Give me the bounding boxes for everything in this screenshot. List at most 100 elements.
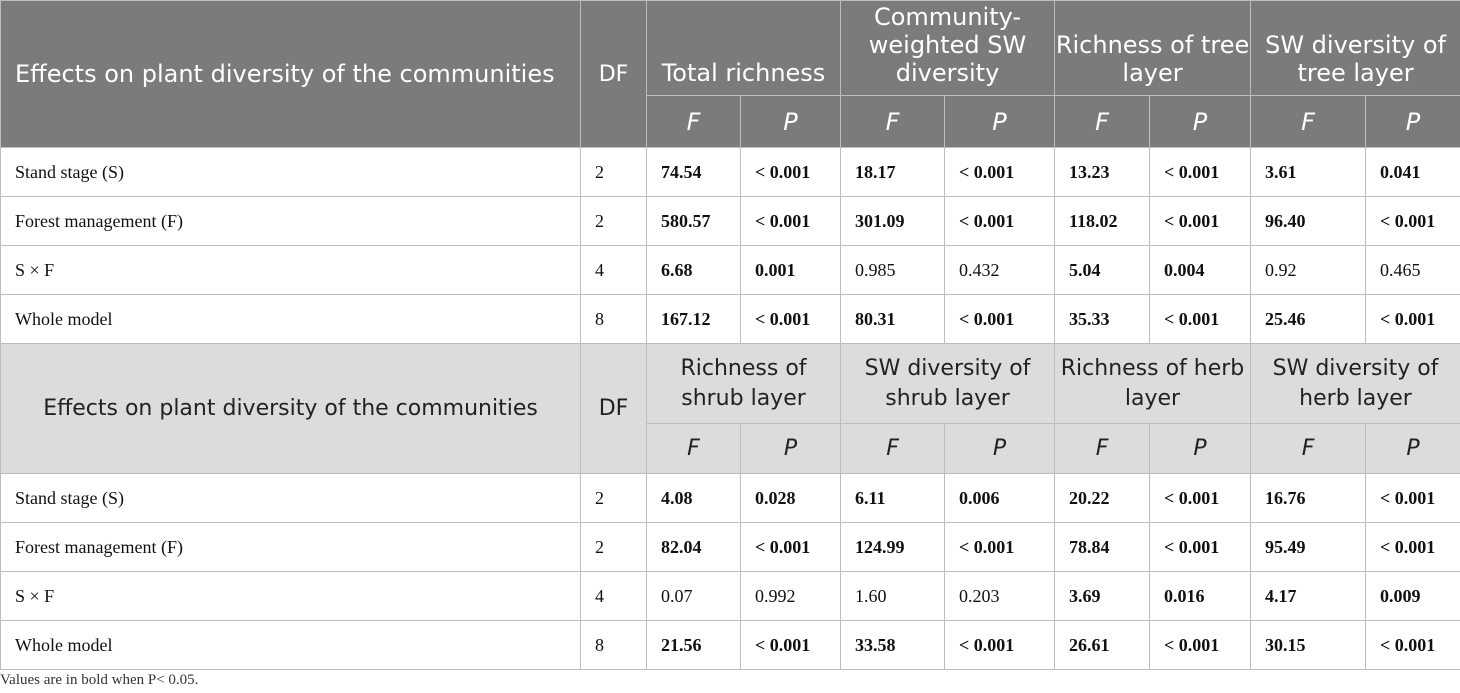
p-value: < 0.001 [1149, 196, 1252, 246]
table-row: Forest management (F) 2 580.57 < 0.001 3… [0, 196, 1460, 246]
f-value: 1.60 [840, 571, 946, 621]
f-value: 95.49 [1250, 522, 1367, 572]
f-value: 30.15 [1250, 620, 1367, 670]
f-value: 21.56 [646, 620, 741, 670]
df-cell: 2 [580, 522, 647, 572]
group-header: Richness of tree layer [1054, 0, 1252, 96]
f-value: 74.54 [646, 147, 741, 197]
df-cell: 2 [580, 196, 647, 246]
table-row: Forest management (F) 2 82.04 < 0.001 12… [0, 522, 1460, 572]
p-value: 0.465 [1365, 245, 1460, 295]
table-footnote: Values are in bold when P< 0.05. [0, 672, 199, 688]
f-header: F [1054, 95, 1151, 148]
f-value: 124.99 [840, 522, 946, 572]
row-label: S × F [0, 571, 581, 621]
p-value: 0.432 [944, 245, 1056, 295]
p-value: < 0.001 [739, 294, 842, 344]
f-value: 0.985 [840, 245, 946, 295]
header-row-second: Effects on plant diversity of the commun… [0, 343, 1460, 474]
group-header: SW diversity of tree layer [1250, 0, 1460, 96]
f-value: 3.61 [1250, 147, 1367, 197]
df-cell: 4 [580, 571, 647, 621]
p-header: P [944, 423, 1056, 474]
df-cell: 8 [580, 620, 647, 670]
f-value: 26.61 [1054, 620, 1151, 670]
row-label: Forest management (F) [0, 522, 581, 572]
table-row: Stand stage (S) 2 4.08 0.028 6.11 0.006 … [0, 473, 1460, 523]
table-title: Effects on plant diversity of the commun… [0, 0, 581, 148]
f-value: 0.07 [646, 571, 741, 621]
table-row: S × F 4 0.07 0.992 1.60 0.203 3.69 0.016… [0, 571, 1460, 621]
table-row: Whole model 8 21.56 < 0.001 33.58 < 0.00… [0, 620, 1460, 670]
p-value: < 0.001 [1149, 147, 1252, 197]
p-value: < 0.001 [1365, 522, 1460, 572]
f-value: 18.17 [840, 147, 946, 197]
row-label: S × F [0, 245, 581, 295]
p-header: P [739, 95, 842, 148]
p-value: 0.001 [739, 245, 842, 295]
f-value: 0.92 [1250, 245, 1367, 295]
p-header: P [1365, 95, 1460, 148]
header-row-top: Effects on plant diversity of the commun… [0, 0, 1460, 148]
f-header: F [1054, 423, 1151, 474]
f-value: 25.46 [1250, 294, 1367, 344]
table-row: Whole model 8 167.12 < 0.001 80.31 < 0.0… [0, 294, 1460, 344]
p-value: < 0.001 [739, 196, 842, 246]
p-header: P [739, 423, 842, 474]
f-value: 80.31 [840, 294, 946, 344]
p-value: < 0.001 [1149, 473, 1252, 523]
f-value: 580.57 [646, 196, 741, 246]
p-value: 0.992 [739, 571, 842, 621]
f-value: 35.33 [1054, 294, 1151, 344]
f-header: F [840, 423, 946, 474]
p-header: P [1365, 423, 1460, 474]
group-header: SW diversity of herb layer [1250, 343, 1460, 424]
p-value: < 0.001 [739, 147, 842, 197]
p-value: < 0.001 [1365, 620, 1460, 670]
p-value: 0.009 [1365, 571, 1460, 621]
p-value: < 0.001 [1149, 294, 1252, 344]
row-label: Forest management (F) [0, 196, 581, 246]
f-header: F [1250, 95, 1367, 148]
p-header: P [1149, 95, 1252, 148]
df-cell: 4 [580, 245, 647, 295]
p-value: < 0.001 [944, 522, 1056, 572]
f-value: 20.22 [1054, 473, 1151, 523]
group-header: Richness of shrub layer [645, 343, 842, 424]
f-header: F [1250, 423, 1367, 474]
row-label: Whole model [0, 620, 581, 670]
f-value: 13.23 [1054, 147, 1151, 197]
row-label: Stand stage (S) [0, 147, 581, 197]
f-value: 4.17 [1250, 571, 1367, 621]
f-value: 4.08 [646, 473, 741, 523]
f-value: 6.68 [646, 245, 741, 295]
p-value: < 0.001 [1365, 196, 1460, 246]
p-header: P [944, 95, 1056, 148]
p-value: 0.203 [944, 571, 1056, 621]
p-value: 0.041 [1365, 147, 1460, 197]
p-value: 0.016 [1149, 571, 1252, 621]
f-header: F [840, 95, 946, 148]
df-header: DF [580, 343, 647, 474]
p-value: 0.004 [1149, 245, 1252, 295]
p-value: 0.028 [739, 473, 842, 523]
p-value: < 0.001 [1149, 620, 1252, 670]
table-title-second: Effects on plant diversity of the commun… [0, 343, 581, 474]
row-label: Stand stage (S) [0, 473, 581, 523]
f-value: 33.58 [840, 620, 946, 670]
header-row-fp-second: F P F P F P F P [1, 423, 1460, 474]
f-value: 167.12 [646, 294, 741, 344]
p-value: < 0.001 [1365, 473, 1460, 523]
group-header: Community-weighted SW diversity [840, 0, 1056, 96]
f-header: F [646, 423, 741, 474]
f-value: 118.02 [1054, 196, 1151, 246]
table-row: Stand stage (S) 2 74.54 < 0.001 18.17 < … [0, 147, 1460, 197]
f-value: 3.69 [1054, 571, 1151, 621]
anova-table: Effects on plant diversity of the commun… [0, 0, 1460, 670]
f-value: 301.09 [840, 196, 946, 246]
df-cell: 2 [580, 147, 647, 197]
p-value: < 0.001 [1149, 522, 1252, 572]
p-value: 0.006 [944, 473, 1056, 523]
p-value: < 0.001 [944, 147, 1056, 197]
group-header: SW diversity of shrub layer [840, 343, 1056, 424]
